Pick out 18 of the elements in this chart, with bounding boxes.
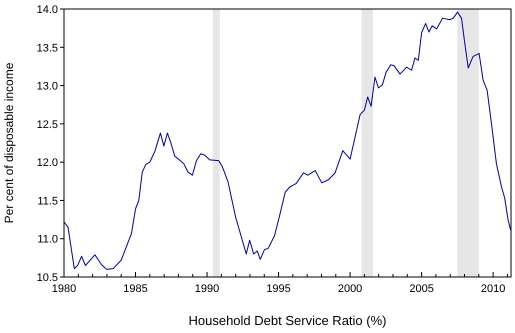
y-tick-label: 14.0 — [36, 4, 58, 16]
x-tick-label: 1980 — [52, 283, 76, 295]
x-tick-label: 1995 — [266, 283, 291, 295]
y-tick-label: 11.0 — [37, 234, 58, 246]
x-axis-title: Household Debt Service Ratio (%) — [188, 313, 386, 328]
x-tick-label: 2010 — [480, 283, 506, 295]
y-axis-title: Per cent of disposable income — [2, 62, 16, 224]
y-tick-label: 13.0 — [36, 80, 58, 93]
y-tick-label: 11.5 — [37, 195, 58, 208]
y-tick-label: 13.5 — [36, 42, 58, 54]
x-tick-label: 2000 — [338, 283, 362, 295]
line-series — [64, 12, 512, 270]
y-tick-label: 10.5 — [36, 272, 58, 284]
x-tick-label: 1985 — [123, 283, 148, 295]
y-tick-label: 12.5 — [36, 118, 58, 131]
x-tick-label: 1990 — [194, 283, 220, 295]
y-tick-label: 12.0 — [36, 157, 58, 170]
x-tick-label: 2005 — [409, 283, 434, 295]
